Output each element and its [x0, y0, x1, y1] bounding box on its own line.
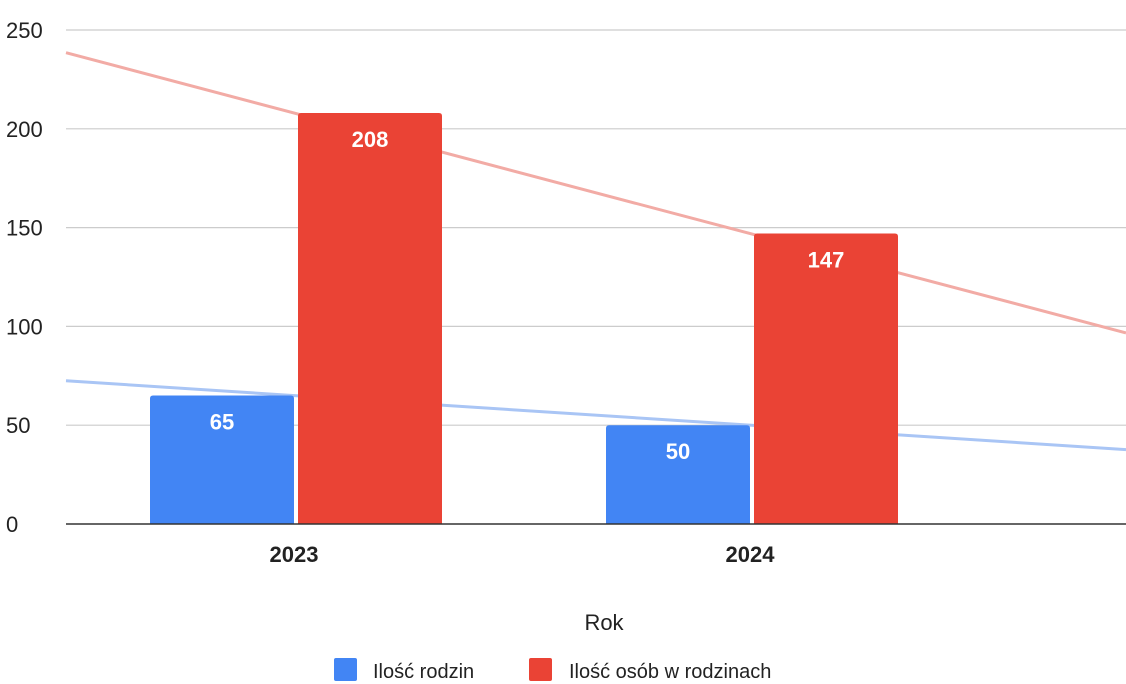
bar-persons-2023 [298, 112, 442, 524]
bars: 65 208 50 147 [150, 112, 898, 524]
data-label: 208 [352, 127, 389, 152]
x-tick-label: 2024 [726, 542, 776, 567]
x-axis-ticks: 2023 2024 [270, 542, 776, 567]
legend-swatch [529, 658, 552, 681]
y-axis-ticks: 0 50 100 150 200 250 [6, 18, 43, 537]
data-label: 147 [808, 248, 845, 273]
x-tick-label: 2023 [270, 542, 319, 567]
y-tick-label: 100 [6, 314, 43, 339]
y-tick-label: 150 [6, 216, 43, 241]
x-axis-title: Rok [584, 610, 624, 635]
bar-families-2023 [150, 395, 294, 524]
gridlines [66, 29, 1126, 426]
legend: Ilość rodzin Ilość osób w rodzinach [334, 658, 771, 683]
y-tick-label: 50 [6, 413, 30, 438]
legend-label: Ilość rodzin [373, 661, 474, 683]
y-tick-label: 200 [6, 117, 43, 142]
data-label: 65 [210, 410, 234, 435]
trendline-persons [65, 51, 1126, 335]
trendlines [65, 51, 1126, 452]
trendline-families [65, 379, 1126, 452]
bar-families-2024 [606, 425, 750, 524]
legend-swatch [334, 658, 357, 681]
y-tick-label: 250 [6, 18, 43, 43]
legend-label: Ilość osób w rodzinach [569, 661, 771, 683]
data-label: 50 [666, 439, 690, 464]
y-tick-label: 0 [6, 512, 18, 537]
bar-persons-2024 [754, 233, 898, 524]
